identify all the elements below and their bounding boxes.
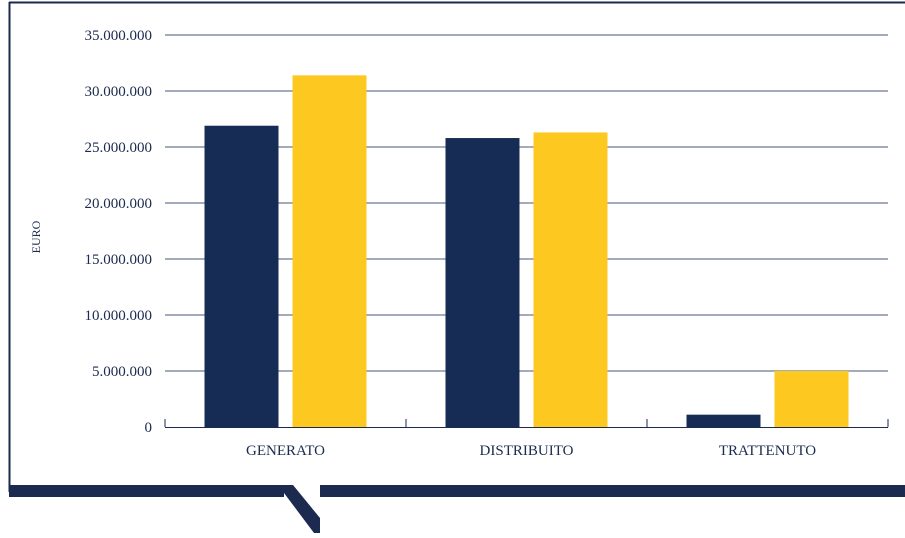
- y-tick-labels: 0 5.000.000 10.000.000 15.000.000 20.000.000…: [85, 28, 153, 436]
- y-tick-label: 20.000.000: [85, 196, 153, 212]
- frame-bottom-left: [9, 485, 284, 497]
- category-label-trattenuto: TRATTENUTO: [719, 443, 816, 459]
- bar-trattenuto-series-1: [686, 414, 761, 427]
- bars: [204, 75, 849, 428]
- callout-frame: [8, 1, 905, 533]
- y-tick-label: 30.000.000: [85, 84, 153, 100]
- y-tick-label: 15.000.000: [85, 252, 153, 268]
- category-labels: GENERATO DISTRIBUITO TRATTENUTO: [246, 443, 816, 459]
- frame-bottom-right: [320, 485, 905, 497]
- category-label-distribuito: DISTRIBUITO: [480, 443, 574, 459]
- gridlines: [165, 34, 888, 372]
- x-axis: [164, 419, 889, 428]
- bar-distribuito-series-1: [445, 138, 520, 428]
- bar-generato-series-1: [204, 125, 279, 427]
- y-tick-label: 35.000.000: [85, 28, 153, 44]
- bar-distribuito-series-2: [533, 132, 608, 427]
- y-axis-title: EURO: [29, 220, 43, 253]
- bar-trattenuto-series-2: [774, 371, 849, 427]
- bar-generato-series-2: [292, 75, 367, 427]
- y-tick-label: 0: [145, 420, 153, 436]
- category-label-generato: GENERATO: [246, 443, 325, 459]
- y-tick-label: 10.000.000: [85, 308, 153, 324]
- y-tick-label: 5.000.000: [92, 364, 152, 380]
- y-tick-label: 25.000.000: [85, 140, 153, 156]
- callout-pointer: [278, 485, 320, 533]
